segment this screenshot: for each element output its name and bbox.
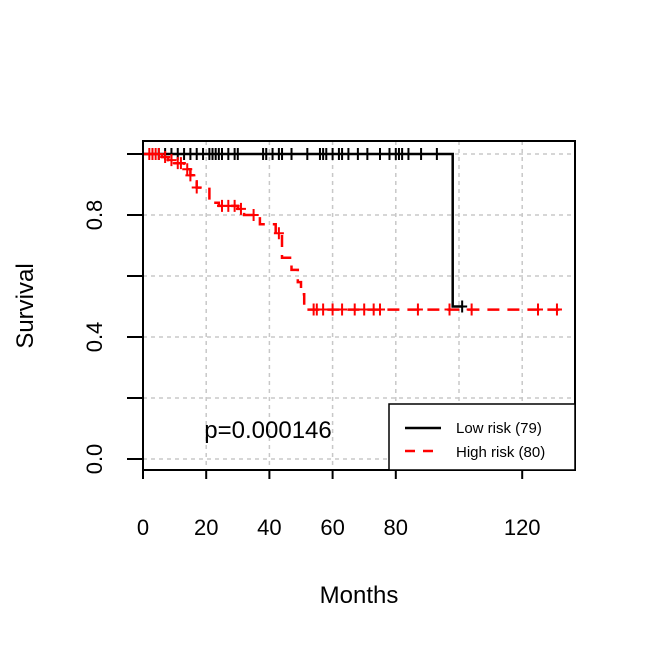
censor-mark	[343, 148, 354, 160]
censor-mark	[431, 148, 442, 160]
censor-mark	[318, 303, 329, 316]
censor-mark	[273, 227, 284, 240]
censor-mark	[248, 209, 259, 221]
plot-frame	[142, 140, 576, 471]
censor-mark	[286, 148, 297, 160]
censor-mark	[551, 303, 562, 316]
x-tick-label: 120	[504, 515, 541, 540]
censor-mark	[457, 300, 468, 313]
x-axis: 0 20 40 60 80 120	[137, 470, 541, 540]
censor-mark	[160, 151, 171, 164]
censor-mark	[153, 148, 164, 160]
censor-mark	[337, 303, 348, 316]
x-tick-label: 60	[320, 515, 344, 540]
x-tick-label: 40	[257, 515, 281, 540]
censor-marks	[144, 148, 562, 316]
censor-mark	[412, 303, 423, 316]
censor-mark	[444, 303, 455, 316]
censor-mark	[362, 148, 373, 160]
censor-mark	[166, 154, 177, 167]
x-tick-label: 80	[384, 515, 408, 540]
censor-mark	[352, 148, 363, 160]
censor-mark	[302, 148, 313, 160]
y-axis-title: Survival	[12, 263, 39, 348]
censor-mark	[375, 303, 385, 316]
censor-mark	[232, 148, 243, 160]
legend-box	[388, 403, 576, 471]
censor-mark	[359, 303, 370, 316]
censor-mark	[533, 303, 543, 316]
censor-mark	[191, 181, 202, 194]
y-tick-label: 0.8	[82, 200, 107, 231]
y-tick-label: 0.0	[82, 444, 107, 475]
censor-mark	[229, 199, 240, 212]
x-axis-title: Months	[320, 582, 399, 609]
censor-mark	[175, 157, 186, 170]
y-axis: 0.0 0.4 0.8	[82, 153, 143, 475]
censor-mark	[403, 148, 414, 160]
censor-mark	[235, 202, 246, 215]
censor-mark	[182, 163, 193, 176]
censor-mark	[375, 148, 385, 160]
censor-mark	[185, 169, 196, 182]
legend-label-high-risk: High risk (80)	[456, 444, 545, 461]
censor-mark	[327, 303, 338, 316]
censor-mark	[416, 148, 427, 160]
y-tick-label: 0.4	[82, 322, 107, 353]
p-value-annotation: p=0.000146	[204, 417, 331, 444]
censor-mark	[349, 303, 360, 316]
censor-mark	[466, 303, 477, 316]
x-tick-label: 20	[194, 515, 218, 540]
legend-label-low-risk: Low risk (79)	[456, 420, 542, 437]
x-tick-label: 0	[137, 515, 149, 540]
censor-mark	[277, 148, 288, 160]
legend: Low risk (79) High risk (80)	[388, 403, 576, 471]
